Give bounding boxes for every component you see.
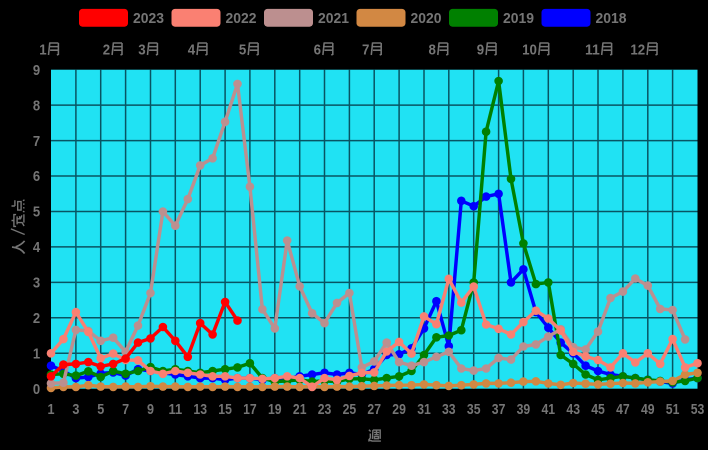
svg-text:43: 43 (566, 401, 580, 418)
svg-text:4: 4 (33, 240, 40, 256)
svg-text:23: 23 (318, 401, 332, 418)
svg-text:9: 9 (477, 42, 484, 58)
svg-text:8: 8 (33, 98, 40, 114)
svg-text:2023: 2023 (133, 10, 164, 27)
svg-text:31: 31 (417, 401, 431, 418)
svg-text:2020: 2020 (411, 10, 442, 27)
svg-text:6: 6 (314, 42, 321, 58)
svg-text:2: 2 (33, 311, 40, 327)
svg-text:2018: 2018 (596, 10, 627, 27)
svg-text:1: 1 (48, 401, 55, 418)
svg-text:51: 51 (666, 401, 680, 418)
svg-text:1: 1 (33, 347, 40, 363)
svg-text:7: 7 (33, 134, 40, 150)
svg-text:3: 3 (33, 276, 40, 292)
svg-text:3: 3 (72, 401, 79, 418)
svg-text:2022: 2022 (226, 10, 257, 27)
svg-text:9: 9 (147, 401, 154, 418)
svg-text:10: 10 (522, 42, 537, 58)
svg-text:0: 0 (33, 382, 40, 398)
svg-text:25: 25 (343, 401, 357, 418)
svg-text:5: 5 (33, 205, 40, 221)
svg-text:21: 21 (293, 401, 307, 418)
svg-text:37: 37 (492, 401, 506, 418)
svg-text:33: 33 (442, 401, 456, 418)
svg-text:11: 11 (169, 401, 183, 418)
svg-text:35: 35 (467, 401, 481, 418)
svg-text:41: 41 (542, 401, 556, 418)
svg-text:12: 12 (630, 42, 645, 58)
svg-text:2019: 2019 (503, 10, 534, 27)
svg-text:9: 9 (33, 63, 40, 79)
svg-text:15: 15 (218, 401, 232, 418)
svg-text:2021: 2021 (318, 10, 349, 27)
svg-text:27: 27 (367, 401, 381, 418)
svg-text:29: 29 (392, 401, 406, 418)
svg-text:19: 19 (268, 401, 282, 418)
svg-text:6: 6 (33, 169, 40, 185)
svg-text:5: 5 (97, 401, 104, 418)
svg-text:8: 8 (429, 42, 436, 58)
svg-text:53: 53 (691, 401, 705, 418)
svg-text:11: 11 (585, 42, 600, 58)
svg-text:13: 13 (193, 401, 207, 418)
svg-text:2: 2 (103, 42, 110, 58)
svg-text:7: 7 (122, 401, 129, 418)
svg-text:5: 5 (239, 42, 246, 58)
svg-text:7: 7 (362, 42, 369, 58)
svg-text:39: 39 (517, 401, 531, 418)
svg-text:17: 17 (243, 401, 257, 418)
svg-text:4: 4 (188, 42, 195, 58)
svg-text:49: 49 (641, 401, 655, 418)
svg-text:3: 3 (138, 42, 145, 58)
svg-text:1: 1 (39, 42, 46, 58)
svg-text:47: 47 (616, 401, 630, 418)
svg-text:45: 45 (591, 401, 605, 418)
